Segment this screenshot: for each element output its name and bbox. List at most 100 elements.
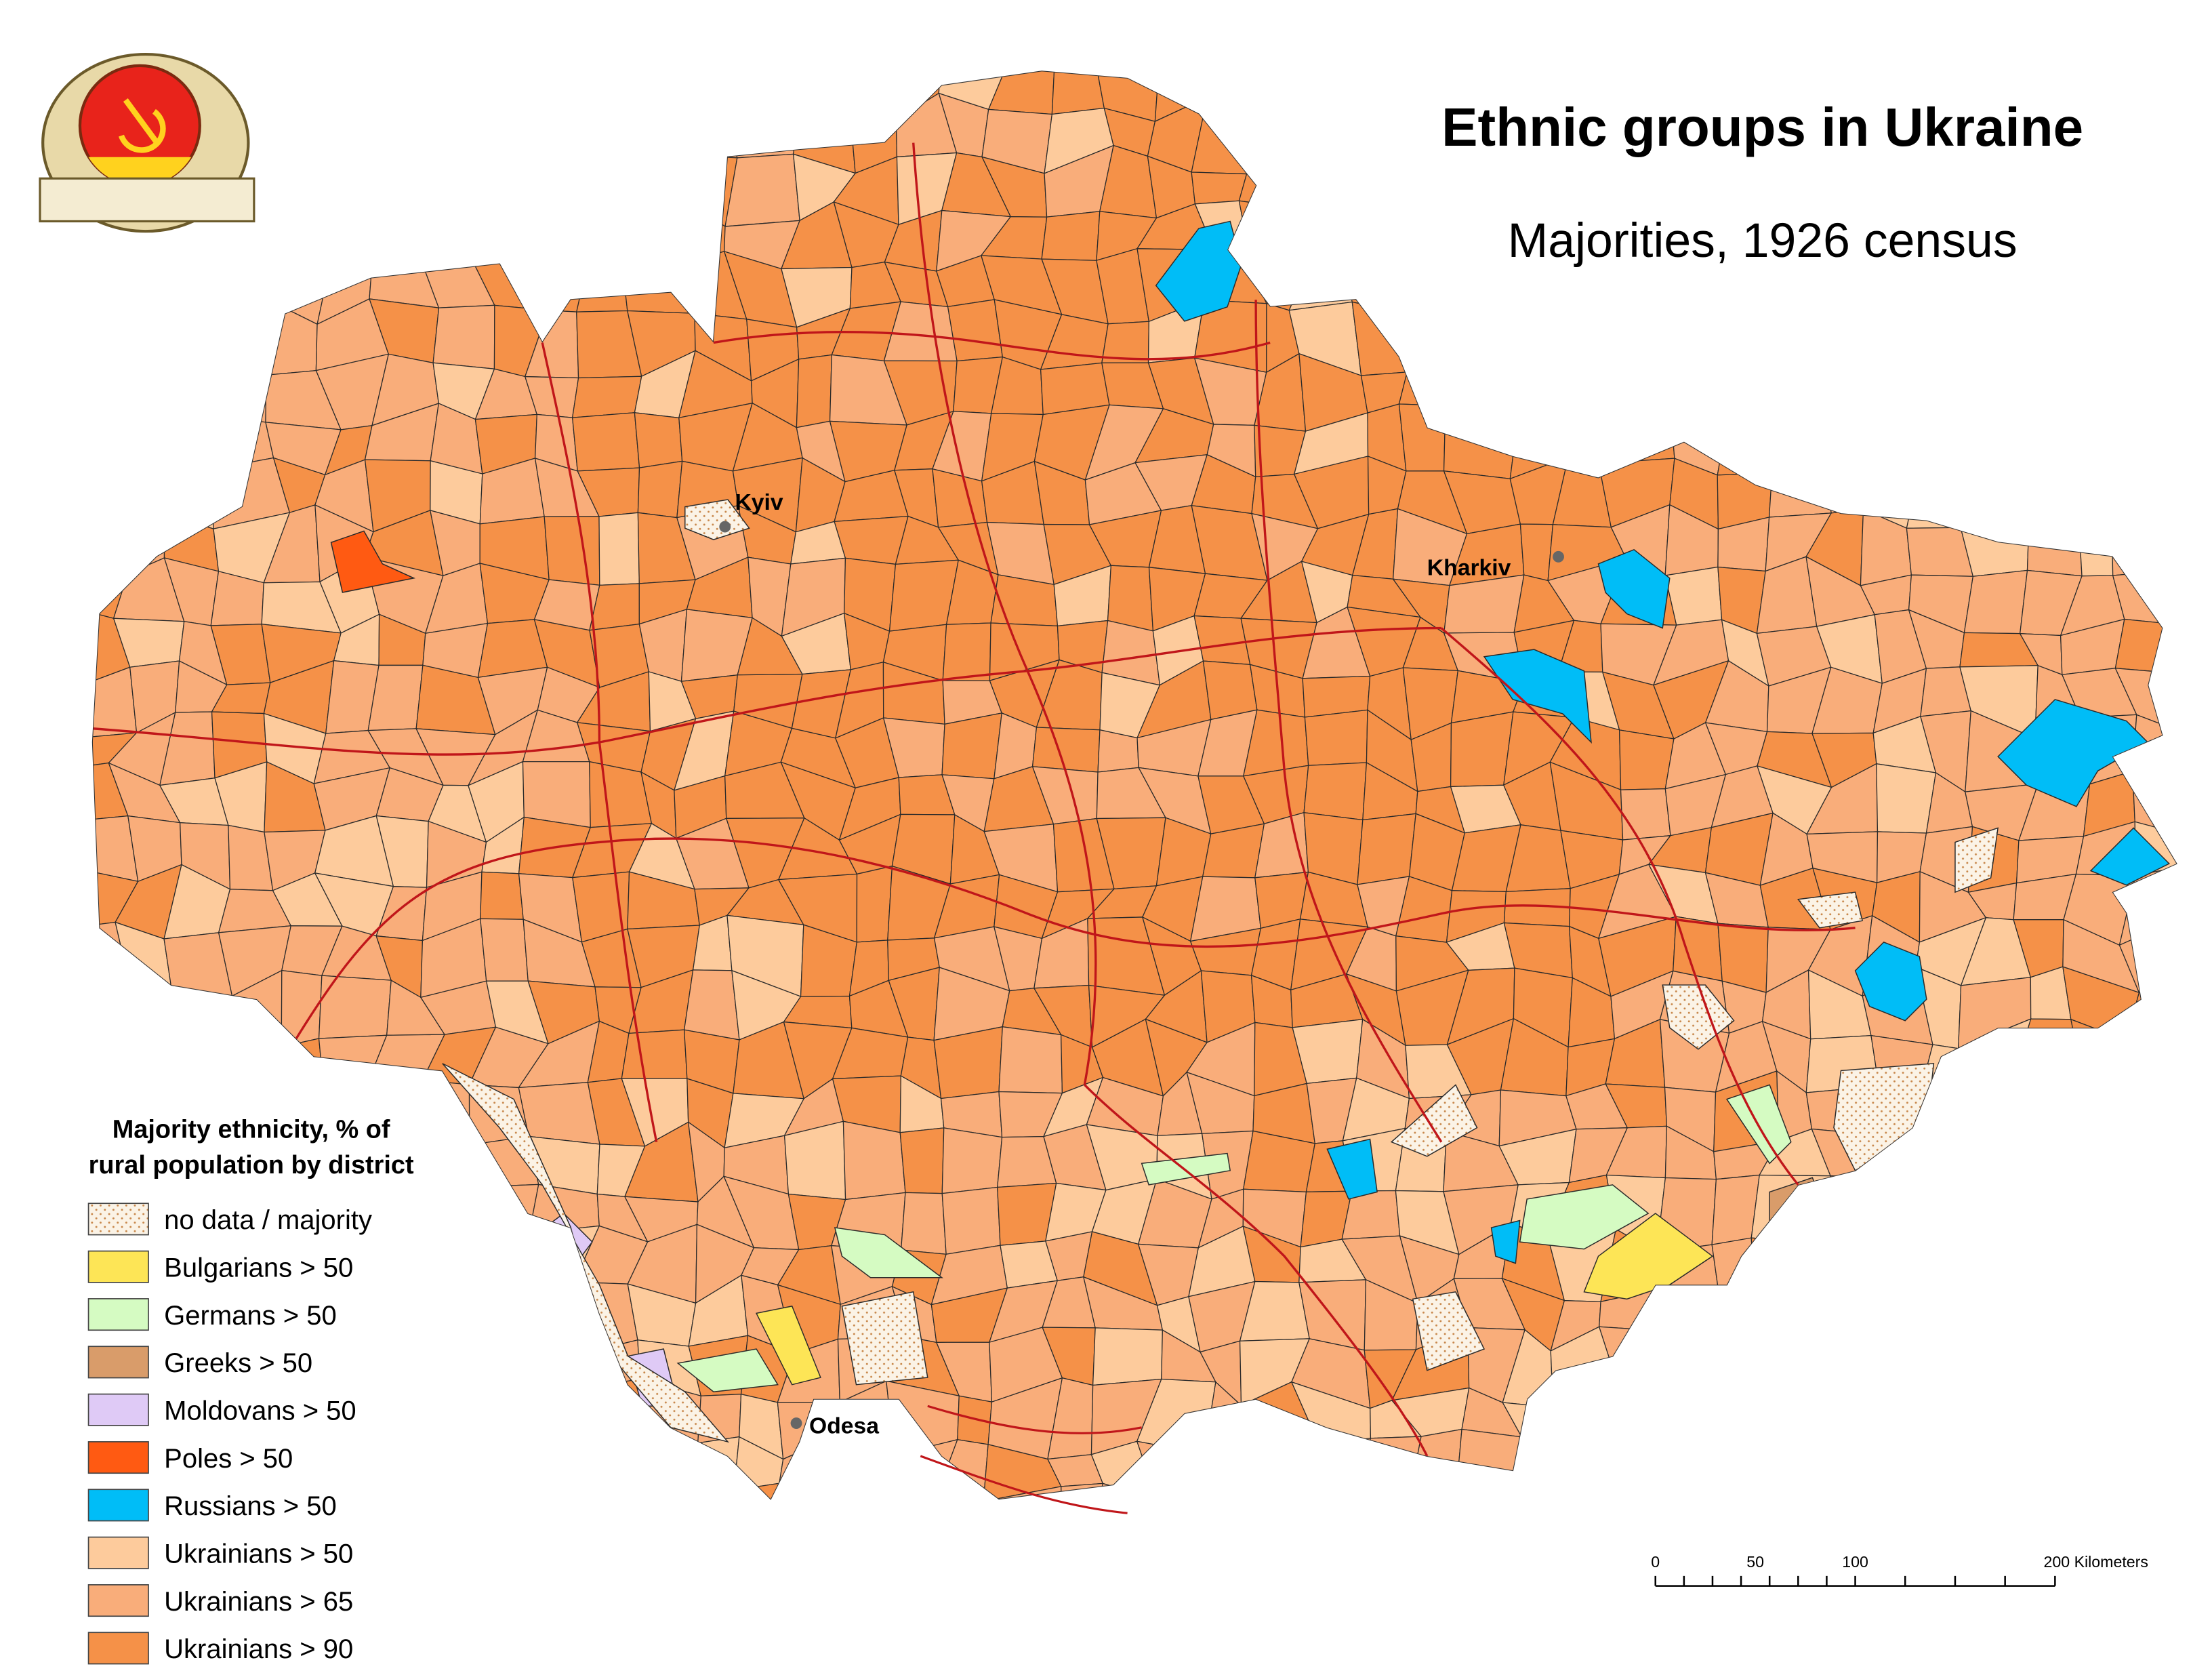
legend: Majority ethnicity, % of rural populatio… — [87, 1115, 414, 1665]
district — [1723, 1454, 1782, 1495]
district — [1967, 358, 2039, 428]
district — [2188, 1084, 2212, 1144]
district — [1246, 99, 1312, 176]
district — [1921, 413, 1986, 458]
district — [1959, 1243, 2022, 1297]
district — [2112, 1083, 2177, 1143]
district — [2164, 401, 2177, 477]
district — [942, 622, 991, 681]
district — [2021, 197, 2089, 273]
district — [480, 918, 529, 982]
district — [266, 71, 336, 121]
minority-district — [834, 1227, 944, 1278]
district — [1609, 1491, 1669, 1499]
district — [1921, 1329, 1983, 1403]
district — [2017, 308, 2089, 374]
district — [522, 761, 591, 828]
district — [1959, 1187, 2034, 1251]
district — [163, 990, 233, 1045]
district — [2129, 150, 2177, 227]
district — [2182, 1023, 2212, 1087]
district — [2011, 1240, 2090, 1301]
district — [674, 1482, 754, 1499]
district — [367, 1400, 432, 1461]
city-dot — [790, 1417, 802, 1429]
minority-district — [1412, 1291, 1486, 1371]
district — [2081, 103, 2133, 167]
district — [724, 153, 800, 227]
legend-swatch — [87, 1298, 149, 1331]
legend-label: Ukrainians > 65 — [164, 1587, 353, 1617]
district — [1202, 71, 1260, 100]
legend-title: rural population by district — [89, 1151, 414, 1179]
legend-swatch — [87, 1203, 149, 1236]
district — [1453, 249, 1512, 324]
district — [622, 208, 697, 270]
district — [1912, 1488, 1985, 1499]
district — [1760, 325, 1833, 355]
district — [2069, 1442, 2115, 1499]
district — [521, 117, 585, 161]
district — [1871, 1293, 1936, 1341]
district — [468, 100, 533, 161]
district — [1820, 261, 1868, 327]
district — [417, 100, 491, 150]
district — [939, 1488, 989, 1499]
minority-district — [330, 530, 416, 593]
city-dot — [719, 521, 731, 533]
district — [1546, 1491, 1613, 1499]
district — [167, 312, 230, 377]
district — [787, 71, 853, 125]
district — [1568, 370, 1618, 413]
district — [778, 1482, 847, 1499]
district — [1624, 164, 1671, 217]
district — [571, 376, 642, 418]
minority-district — [1797, 891, 1863, 929]
district — [2185, 1175, 2212, 1247]
district — [899, 1127, 945, 1194]
district — [224, 374, 267, 423]
district — [1313, 1438, 1372, 1499]
district — [92, 302, 127, 368]
district — [634, 412, 683, 468]
district — [2127, 1246, 2177, 1303]
district — [2116, 102, 2177, 171]
legend-swatch — [87, 1346, 149, 1379]
district — [1357, 813, 1416, 885]
district — [2167, 71, 2177, 121]
district — [1353, 1493, 1410, 1499]
district — [840, 1432, 895, 1489]
district — [1191, 171, 1248, 205]
minority-district — [755, 1306, 821, 1386]
district — [1568, 409, 1618, 464]
district — [422, 1249, 484, 1306]
district — [1241, 1507, 1314, 1553]
district — [1957, 1076, 2037, 1141]
district — [888, 1487, 948, 1499]
district — [422, 1079, 470, 1148]
district — [1663, 1439, 1727, 1495]
district — [2069, 1491, 2138, 1499]
scale-label: 0 — [1651, 1553, 1660, 1571]
minority-district — [841, 1291, 928, 1386]
district — [1452, 163, 1525, 221]
district — [733, 1482, 802, 1499]
district — [941, 1186, 1001, 1255]
district — [469, 209, 545, 257]
district — [579, 199, 640, 277]
district — [2118, 1174, 2177, 1255]
district — [1906, 456, 1961, 529]
district — [1254, 71, 1311, 108]
district — [525, 1342, 578, 1394]
district — [1820, 325, 1875, 376]
district — [1973, 1329, 2039, 1396]
district — [1761, 273, 1827, 329]
district — [2110, 1400, 2177, 1457]
district — [470, 1342, 535, 1405]
district — [92, 511, 129, 575]
district — [1616, 1380, 1680, 1446]
district — [998, 1026, 1063, 1094]
district — [1816, 1303, 1883, 1332]
district — [1957, 456, 2030, 533]
district — [2124, 1337, 2177, 1403]
